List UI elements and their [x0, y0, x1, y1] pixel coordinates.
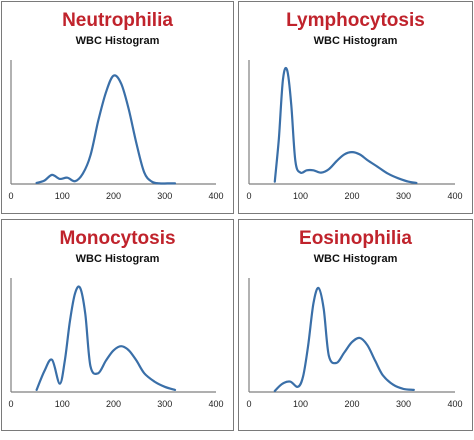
histogram-plot: 0 100 200 300 400	[246, 278, 463, 409]
x-tick-label: 400	[447, 399, 462, 409]
x-tick-label: 400	[447, 191, 462, 201]
x-tick-label: 0	[246, 191, 251, 201]
x-tick-label: 400	[208, 399, 223, 409]
histogram-curve	[273, 66, 418, 184]
chart-subtitle: WBC Histogram	[75, 35, 160, 47]
histogram-curve	[35, 285, 177, 391]
chart-panel-monocytosis: Monocytosis WBC Histogram 0 100 200 300 400	[1, 219, 234, 431]
chart-title: Monocytosis	[59, 228, 176, 249]
x-tick-label: 0	[8, 399, 13, 409]
histogram-curve	[273, 286, 415, 393]
chart-subtitle: WBC Histogram	[75, 253, 160, 265]
chart-panel-eosinophilia: Eosinophilia WBC Histogram 0 100 200 300 400	[238, 219, 473, 431]
chart-subtitle: WBC Histogram	[313, 253, 398, 265]
chart-subtitle: WBC Histogram	[313, 35, 398, 47]
histogram-plot: 0 100 200 300 400	[8, 60, 224, 201]
chart-panel-lymphocytosis: Lymphocytosis WBC Histogram 0 100 200 300 40…	[238, 1, 473, 214]
histogram-plot: 0 100 200 300 400	[246, 60, 463, 201]
chart-title: Lymphocytosis	[286, 10, 425, 31]
x-tick-label: 300	[157, 399, 172, 409]
x-tick-label: 100	[293, 191, 308, 201]
x-tick-label: 200	[106, 191, 121, 201]
x-tick-label: 0	[8, 191, 13, 201]
chart-title: Eosinophilia	[299, 228, 412, 249]
x-tick-label: 300	[396, 191, 411, 201]
x-tick-label: 0	[246, 399, 251, 409]
x-tick-label: 200	[344, 399, 359, 409]
chart-title: Neutrophilia	[62, 10, 173, 31]
x-tick-label: 300	[396, 399, 411, 409]
x-tick-label: 200	[106, 399, 121, 409]
x-tick-label: 100	[55, 399, 70, 409]
x-tick-label: 300	[157, 191, 172, 201]
histogram-plot: 0 100 200 300 400	[8, 278, 224, 409]
histogram-curve	[35, 74, 177, 185]
chart-panel-neutrophilia: Neutrophilia WBC Histogram 0 100 200 300 400	[1, 1, 234, 214]
x-tick-label: 100	[293, 399, 308, 409]
x-tick-label: 400	[208, 191, 223, 201]
x-tick-label: 200	[344, 191, 359, 201]
x-tick-label: 100	[55, 191, 70, 201]
